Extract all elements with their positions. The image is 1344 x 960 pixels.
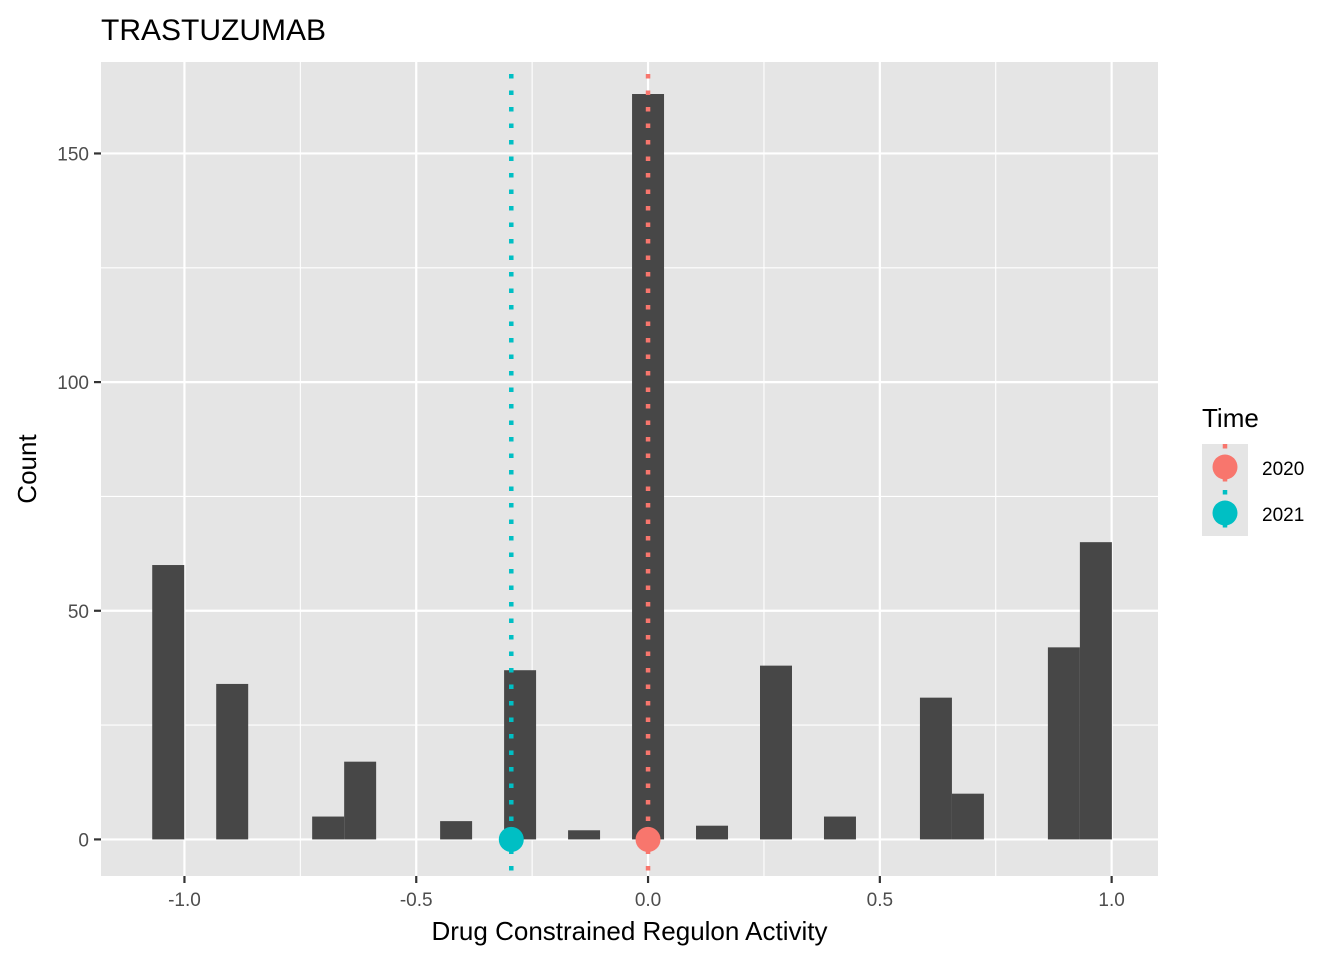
histogram-bar [312,816,345,840]
histogram-bar [951,793,984,840]
x-tick-label: -0.5 [400,890,433,911]
y-axis: 0 50 100 150 [57,144,101,851]
histogram-bar [632,94,665,840]
legend: Time 2020 2021 [1202,403,1304,536]
histogram-bar [440,821,473,840]
histogram-bar [1079,542,1112,840]
x-tick-label: -1.0 [168,890,201,911]
histogram-bar [1047,647,1080,840]
histogram-bar [568,830,601,840]
plot-panel [101,62,1158,876]
chart-title: TRASTUZUMAB [101,14,326,47]
x-axis: -1.0 -0.5 0.0 0.5 1.0 [168,876,1125,911]
legend-title: Time [1202,403,1259,433]
reference-point-2020 [635,826,661,852]
y-tick-label: 50 [68,602,89,623]
legend-key-point [1212,500,1238,526]
histogram-bar [152,565,185,840]
histogram-bar [504,670,537,840]
histogram-bar [823,816,856,840]
legend-entry-label: 2020 [1262,459,1304,480]
histogram-bar [216,683,249,840]
histogram-bar [760,665,792,840]
x-axis-label: Drug Constrained Regulon Activity [432,916,828,946]
y-tick-label: 0 [78,830,89,851]
reference-lines [509,74,651,876]
histogram-bar [344,761,377,840]
reference-point-2021 [498,826,524,852]
x-tick-label: 1.0 [1098,890,1124,911]
y-tick-label: 100 [57,373,89,394]
reference-points [498,826,661,852]
x-tick-label: 0.0 [635,890,661,911]
minor-gridlines [101,62,1158,876]
x-tick-label: 0.5 [867,890,893,911]
histogram-bar [919,697,952,840]
legend-key-point [1212,454,1238,480]
histogram-bar [696,825,729,840]
y-tick-label: 150 [57,144,89,165]
y-axis-label: Count [12,434,42,504]
legend-entry-label: 2021 [1262,505,1304,526]
